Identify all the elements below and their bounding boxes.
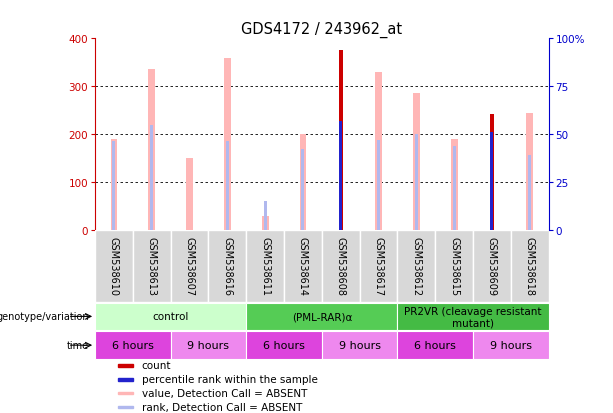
Bar (473, 332, 549, 359)
Bar (208, 230, 246, 302)
Bar (527, 113, 533, 230)
Bar (95, 230, 133, 302)
Bar (490, 115, 494, 230)
Bar (397, 332, 473, 359)
Text: GSM538618: GSM538618 (525, 236, 535, 295)
Text: percentile rank within the sample: percentile rank within the sample (142, 374, 318, 385)
Text: GSM538610: GSM538610 (109, 236, 119, 295)
Bar (186, 159, 193, 230)
Bar (95, 303, 246, 330)
Text: GSM538614: GSM538614 (298, 236, 308, 295)
Bar (377, 141, 380, 230)
Text: 9 hours: 9 hours (188, 340, 229, 350)
Text: genotype/variation: genotype/variation (0, 312, 89, 322)
Text: count: count (142, 361, 171, 370)
Text: time: time (67, 340, 89, 350)
Bar (224, 58, 230, 230)
Bar (490, 133, 493, 230)
Bar (118, 378, 132, 381)
Bar (375, 73, 382, 230)
Bar (110, 140, 117, 230)
Bar (246, 303, 397, 330)
Bar (170, 230, 208, 302)
Text: 9 hours: 9 hours (338, 340, 381, 350)
Bar (473, 230, 511, 302)
Text: GSM538607: GSM538607 (185, 236, 194, 295)
Title: GDS4172 / 243962_at: GDS4172 / 243962_at (242, 22, 402, 38)
Text: (PML-RAR)α: (PML-RAR)α (292, 312, 352, 322)
Bar (339, 51, 343, 230)
Text: GSM538616: GSM538616 (223, 236, 232, 295)
Bar (118, 406, 132, 408)
Text: 6 hours: 6 hours (263, 340, 305, 350)
Text: GSM538609: GSM538609 (487, 236, 497, 295)
Bar (150, 125, 153, 230)
Bar (435, 230, 473, 302)
Text: 6 hours: 6 hours (414, 340, 456, 350)
Text: GSM538611: GSM538611 (260, 236, 270, 295)
Bar (246, 230, 284, 302)
Bar (284, 230, 322, 302)
Text: GSM538613: GSM538613 (147, 236, 157, 295)
Text: control: control (153, 312, 189, 322)
Text: 6 hours: 6 hours (112, 340, 154, 350)
Bar (397, 303, 549, 330)
Bar (302, 149, 305, 230)
Bar (415, 135, 418, 230)
Text: 9 hours: 9 hours (490, 340, 532, 350)
Bar (511, 230, 549, 302)
Bar (413, 94, 420, 230)
Bar (95, 332, 170, 359)
Bar (112, 142, 115, 230)
Text: GSM538615: GSM538615 (449, 236, 459, 295)
Bar (322, 332, 397, 359)
Bar (528, 155, 531, 230)
Text: GSM538612: GSM538612 (411, 236, 421, 295)
Bar (397, 230, 435, 302)
Bar (339, 121, 342, 230)
Text: rank, Detection Call = ABSENT: rank, Detection Call = ABSENT (142, 402, 302, 412)
Bar (360, 230, 397, 302)
Bar (262, 216, 268, 230)
Bar (170, 332, 246, 359)
Text: value, Detection Call = ABSENT: value, Detection Call = ABSENT (142, 388, 307, 398)
Bar (452, 147, 455, 230)
Bar (300, 135, 306, 230)
Bar (133, 230, 170, 302)
Bar (264, 202, 267, 230)
Bar (246, 332, 322, 359)
Bar (118, 392, 132, 394)
Bar (118, 364, 132, 367)
Bar (148, 70, 155, 230)
Text: GSM538617: GSM538617 (373, 236, 384, 295)
Bar (226, 142, 229, 230)
Bar (451, 140, 457, 230)
Text: GSM538608: GSM538608 (336, 236, 346, 295)
Text: PR2VR (cleavage resistant
mutant): PR2VR (cleavage resistant mutant) (405, 306, 542, 328)
Bar (322, 230, 360, 302)
